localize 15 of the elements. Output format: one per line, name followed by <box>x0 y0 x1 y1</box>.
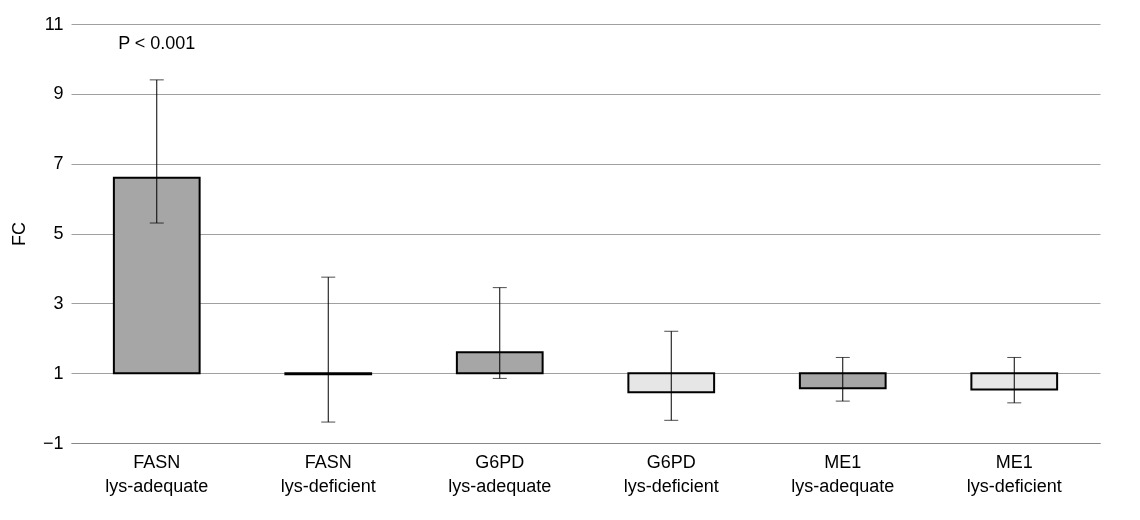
y-tick-label: −1 <box>42 432 64 453</box>
x-tick-label: ME1 lys-adequate <box>791 451 895 496</box>
annotation: P < 0.001 <box>118 33 196 53</box>
x-tick-label: ME1 lys-deficient <box>966 451 1062 496</box>
y-tick-label: 3 <box>53 292 64 313</box>
y-tick-label: 1 <box>53 362 64 383</box>
y-tick-label: 5 <box>53 223 64 243</box>
x-tick-label: FASN lys-deficient <box>280 451 376 496</box>
x-tick-label: G6PD lys-adequate <box>448 451 552 496</box>
y-tick-label: 9 <box>53 83 64 104</box>
x-tick-label: G6PD lys-deficient <box>623 451 719 496</box>
y-axis-title: FC <box>8 222 29 246</box>
x-tick-label: FASN lys-adequate <box>105 451 209 496</box>
y-tick-label: 7 <box>53 153 64 174</box>
y-tick-label: 11 <box>44 13 64 34</box>
